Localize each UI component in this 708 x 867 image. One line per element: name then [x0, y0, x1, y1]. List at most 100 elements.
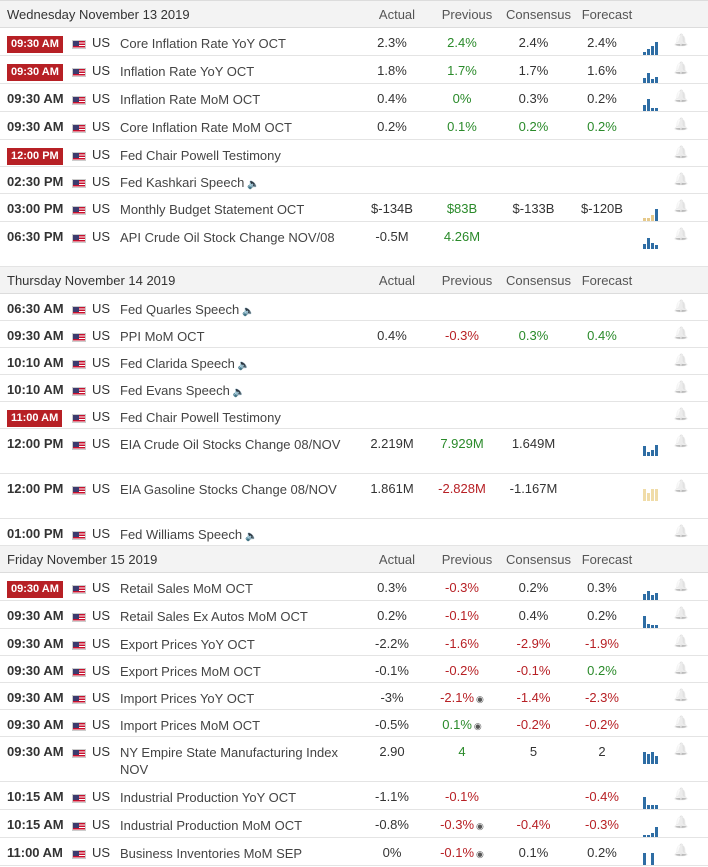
alert-bell-icon[interactable]: 🔔	[673, 407, 689, 421]
chart-cell[interactable]	[634, 28, 667, 55]
event-name-cell[interactable]: Fed Quarles Speech 🔈	[120, 294, 357, 320]
event-name[interactable]: Import Prices YoY OCT	[120, 691, 255, 706]
event-row[interactable]: 06:30 PM US API Crude Oil Stock Change NOV…	[0, 222, 708, 267]
mini-bar-chart-icon[interactable]	[643, 851, 658, 865]
alert-bell-icon[interactable]: 🔔	[673, 172, 689, 186]
event-row[interactable]: 09:30 AM US Core Inflation Rate MoM OCT 0.2…	[0, 112, 708, 140]
event-row[interactable]: 01:00 PM US Fed Williams Speech 🔈 🔔	[0, 519, 708, 546]
chart-cell[interactable]	[634, 294, 667, 321]
event-name-cell[interactable]: Inflation Rate YoY OCT	[120, 56, 357, 80]
event-name[interactable]: Retail Sales Ex Autos MoM OCT	[120, 609, 308, 624]
event-name[interactable]: Core Inflation Rate MoM OCT	[120, 120, 292, 135]
alert-bell-icon[interactable]: 🔔	[673, 61, 689, 75]
chart-cell[interactable]	[634, 321, 667, 348]
event-row[interactable]: 06:30 AM US Fed Quarles Speech 🔈 🔔	[0, 294, 708, 321]
event-name-cell[interactable]: Business Inventories MoM SEP	[120, 838, 357, 862]
chart-cell[interactable]	[634, 474, 667, 501]
event-row[interactable]: 02:30 PM US Fed Kashkari Speech 🔈 🔔	[0, 167, 708, 194]
event-name[interactable]: Fed Williams Speech	[120, 527, 243, 542]
chart-cell[interactable]	[634, 710, 667, 737]
chart-cell[interactable]	[634, 348, 667, 375]
event-name[interactable]: EIA Crude Oil Stocks Change 08/NOV	[120, 437, 341, 452]
event-name[interactable]: Export Prices MoM OCT	[120, 664, 261, 679]
alert-bell-icon[interactable]: 🔔	[673, 606, 689, 620]
event-name[interactable]: Fed Quarles Speech	[120, 302, 240, 317]
alert-bell-icon[interactable]: 🔔	[673, 145, 689, 159]
chart-cell[interactable]	[634, 656, 667, 683]
chart-cell[interactable]	[634, 429, 667, 456]
mini-bar-chart-icon[interactable]	[643, 442, 658, 456]
chart-cell[interactable]	[634, 167, 667, 194]
chart-cell[interactable]	[634, 140, 667, 167]
chart-cell[interactable]	[634, 782, 667, 809]
chart-cell[interactable]	[634, 194, 667, 221]
alert-bell-icon[interactable]: 🔔	[673, 688, 689, 702]
event-name-cell[interactable]: Export Prices YoY OCT	[120, 629, 357, 653]
chart-cell[interactable]	[634, 683, 667, 710]
chart-cell[interactable]	[634, 601, 667, 628]
alert-bell-icon[interactable]: 🔔	[673, 524, 689, 538]
event-name-cell[interactable]: Export Prices MoM OCT	[120, 656, 357, 680]
mini-bar-chart-icon[interactable]	[643, 41, 658, 55]
chart-cell[interactable]	[634, 84, 667, 111]
event-row[interactable]: 09:30 AM US Export Prices MoM OCT -0.1% -0.2…	[0, 656, 708, 683]
event-row[interactable]: 10:15 AM US Industrial Production YoY OCT -…	[0, 782, 708, 810]
chart-cell[interactable]	[634, 402, 667, 429]
mini-bar-chart-icon[interactable]	[643, 487, 658, 501]
chart-cell[interactable]	[634, 810, 667, 837]
event-name[interactable]: EIA Gasoline Stocks Change 08/NOV	[120, 482, 337, 497]
event-row[interactable]: 09:30 AM US Import Prices YoY OCT -3% -2.1% ◉…	[0, 683, 708, 710]
event-name[interactable]: PPI MoM OCT	[120, 329, 205, 344]
event-name-cell[interactable]: EIA Gasoline Stocks Change 08/NOV	[120, 474, 357, 498]
event-row[interactable]: 10:15 AM US Industrial Production MoM OCT -…	[0, 810, 708, 838]
event-row[interactable]: 09:30 AM US Import Prices MoM OCT -0.5% 0.1%…	[0, 710, 708, 737]
event-row[interactable]: 09:30 AM US NY Empire State Manufacturing …	[0, 737, 708, 782]
event-row[interactable]: 12:00 PM US Fed Chair Powell Testimony 🔔	[0, 140, 708, 167]
event-name[interactable]: Fed Clarida Speech	[120, 356, 235, 371]
event-row[interactable]: 09:30 AM US Retail Sales Ex Autos MoM OCT 0…	[0, 601, 708, 629]
alert-bell-icon[interactable]: 🔔	[673, 227, 689, 241]
alert-bell-icon[interactable]: 🔔	[673, 33, 689, 47]
event-row[interactable]: 09:30 AM US PPI MoM OCT 0.4% -0.3% 0.3% 0.4% 🔔	[0, 321, 708, 348]
event-name-cell[interactable]: Fed Evans Speech 🔈	[120, 375, 357, 401]
event-name[interactable]: Business Inventories MoM SEP	[120, 846, 303, 861]
event-name-cell[interactable]: Import Prices MoM OCT	[120, 710, 357, 734]
event-name-cell[interactable]: Core Inflation Rate YoY OCT	[120, 28, 357, 52]
event-name[interactable]: NY Empire State Manufacturing Index NOV	[120, 745, 338, 777]
alert-bell-icon[interactable]: 🔔	[673, 843, 689, 857]
event-name-cell[interactable]: EIA Crude Oil Stocks Change 08/NOV	[120, 429, 357, 453]
event-row[interactable]: 12:00 PM US EIA Crude Oil Stocks Change 08…	[0, 429, 708, 474]
mini-bar-chart-icon[interactable]	[643, 823, 658, 837]
alert-bell-icon[interactable]: 🔔	[673, 89, 689, 103]
event-name-cell[interactable]: Fed Clarida Speech 🔈	[120, 348, 357, 374]
event-name[interactable]: Industrial Production MoM OCT	[120, 818, 303, 833]
event-name-cell[interactable]: Monthly Budget Statement OCT	[120, 194, 357, 218]
event-name[interactable]: Core Inflation Rate YoY OCT	[120, 36, 286, 51]
chart-cell[interactable]	[634, 519, 667, 546]
event-name-cell[interactable]: API Crude Oil Stock Change NOV/08	[120, 222, 357, 246]
mini-bar-chart-icon[interactable]	[643, 795, 658, 809]
event-row[interactable]: 09:30 AM US Core Inflation Rate YoY OCT 2.3…	[0, 28, 708, 56]
mini-bar-chart-icon[interactable]	[643, 235, 658, 249]
event-name-cell[interactable]: Industrial Production MoM OCT	[120, 810, 357, 834]
alert-bell-icon[interactable]: 🔔	[673, 199, 689, 213]
alert-bell-icon[interactable]: 🔔	[673, 479, 689, 493]
event-name[interactable]: Export Prices YoY OCT	[120, 637, 255, 652]
mini-bar-chart-icon[interactable]	[643, 207, 658, 221]
event-name[interactable]: Industrial Production YoY OCT	[120, 790, 297, 805]
event-name-cell[interactable]: Fed Kashkari Speech 🔈	[120, 167, 357, 193]
alert-bell-icon[interactable]: 🔔	[673, 434, 689, 448]
event-name-cell[interactable]: Inflation Rate MoM OCT	[120, 84, 357, 108]
event-name-cell[interactable]: NY Empire State Manufacturing Index NOV	[120, 737, 357, 778]
alert-bell-icon[interactable]: 🔔	[673, 815, 689, 829]
alert-bell-icon[interactable]: 🔔	[673, 299, 689, 313]
event-name-cell[interactable]: Retail Sales MoM OCT	[120, 573, 357, 597]
alert-bell-icon[interactable]: 🔔	[673, 578, 689, 592]
chart-cell[interactable]	[634, 737, 667, 764]
alert-bell-icon[interactable]: 🔔	[673, 353, 689, 367]
event-name-cell[interactable]: Fed Williams Speech 🔈	[120, 519, 357, 545]
event-row[interactable]: 09:30 AM US Retail Sales MoM OCT 0.3% -0.3% 0…	[0, 573, 708, 601]
event-name-cell[interactable]: Fed Chair Powell Testimony	[120, 140, 357, 164]
alert-bell-icon[interactable]: 🔔	[673, 787, 689, 801]
event-row[interactable]: 09:30 AM US Export Prices YoY OCT -2.2% -1.6…	[0, 629, 708, 656]
